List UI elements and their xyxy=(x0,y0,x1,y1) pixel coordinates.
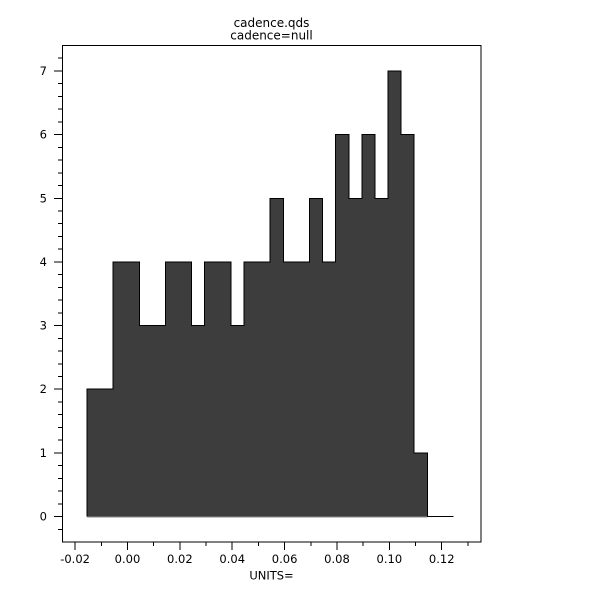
plot-frame xyxy=(62,45,482,543)
y-tick-label: 7 xyxy=(40,64,47,78)
x-tick-label: 0.10 xyxy=(377,552,403,566)
x-tick-label: 0.12 xyxy=(429,552,455,566)
x-axis-tick-labels: -0.02 0.00 0.02 0.04 0.06 0.08 0.10 0.12 xyxy=(60,552,454,566)
y-axis-tick-labels: 0 1 2 3 4 5 6 7 xyxy=(40,64,47,524)
x-tick-label: 0.06 xyxy=(272,552,298,566)
y-axis-ticks xyxy=(54,57,62,530)
x-tick-label: 0.02 xyxy=(167,552,193,566)
x-tick-label: 0.08 xyxy=(324,552,350,566)
x-tick-label: -0.02 xyxy=(60,552,90,566)
x-tick-label: 0.04 xyxy=(219,552,245,566)
chart-title: cadence.qds xyxy=(234,16,310,30)
x-tick-label: 0.00 xyxy=(115,552,141,566)
y-tick-label: 4 xyxy=(40,255,47,269)
y-tick-label: 2 xyxy=(40,382,47,396)
x-axis-ticks xyxy=(74,542,469,550)
y-tick-label: 6 xyxy=(40,128,47,142)
x-axis-label: UNITS= xyxy=(249,569,293,583)
histogram-bars-outline xyxy=(86,70,454,518)
y-tick-label: 5 xyxy=(40,191,47,205)
y-tick-label: 1 xyxy=(40,446,47,460)
plot-area: -0.02 0.00 0.02 0.04 0.06 0.08 0.10 0.12 0 1 2 3 4 5… xyxy=(40,45,482,566)
y-tick-label: 3 xyxy=(40,319,47,333)
histogram-bars-fill xyxy=(86,70,454,517)
chart-subtitle: cadence=null xyxy=(230,29,312,43)
y-tick-label: 0 xyxy=(40,510,47,524)
